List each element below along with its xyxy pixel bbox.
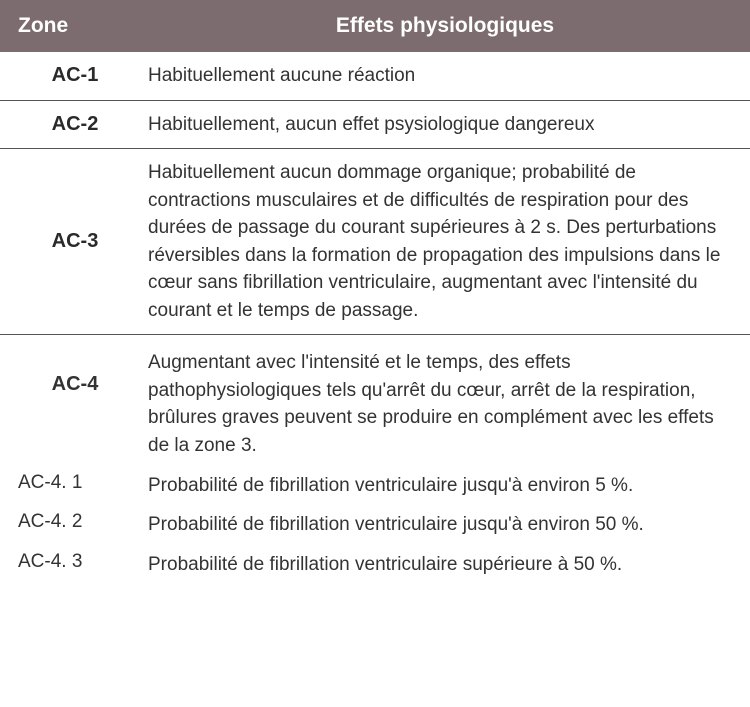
effect-text: Probabilité de fibrillation ventriculair…	[140, 505, 750, 545]
effects-table: Zone Effets physiologiques AC-1 Habituel…	[0, 0, 750, 594]
effect-text: Habituellement aucune réaction	[140, 52, 750, 100]
table-row: AC-1 Habituellement aucune réaction	[0, 52, 750, 100]
ac4-group: AC-4 Augmentant avec l'intensité et le t…	[0, 335, 750, 594]
zone-label: AC-4. 1	[0, 466, 140, 500]
effect-text: Habituellement, aucun effet psysiologiqu…	[140, 100, 750, 149]
zone-label: AC-4. 3	[0, 545, 140, 579]
zone-label: AC-3	[0, 149, 140, 335]
zone-label: AC-1	[0, 52, 140, 100]
zone-label: AC-4. 2	[0, 505, 140, 539]
table-header-row: Zone Effets physiologiques	[0, 0, 750, 52]
effect-text: Habituellement aucun dommage organique; …	[140, 149, 750, 335]
effect-text: Augmentant avec l'intensité et le temps,…	[140, 343, 750, 465]
ac4-sub-row: AC-4. 3 Probabilité de fibrillation vent…	[0, 545, 750, 585]
table-row: AC-2 Habituellement, aucun effet psysiol…	[0, 100, 750, 149]
header-zone: Zone	[0, 0, 140, 52]
zone-label: AC-2	[0, 100, 140, 149]
effect-text: Probabilité de fibrillation ventriculair…	[140, 545, 750, 585]
table-row-group: AC-4 Augmentant avec l'intensité et le t…	[0, 335, 750, 594]
effect-text: Probabilité de fibrillation ventriculair…	[140, 466, 750, 506]
table-row: AC-3 Habituellement aucun dommage organi…	[0, 149, 750, 335]
header-effects: Effets physiologiques	[140, 0, 750, 52]
ac4-sub-row: AC-4. 2 Probabilité de fibrillation vent…	[0, 505, 750, 545]
ac4-main-row: AC-4 Augmentant avec l'intensité et le t…	[0, 343, 750, 465]
zone-label: AC-4	[0, 343, 140, 402]
ac4-sub-row: AC-4. 1 Probabilité de fibrillation vent…	[0, 466, 750, 506]
